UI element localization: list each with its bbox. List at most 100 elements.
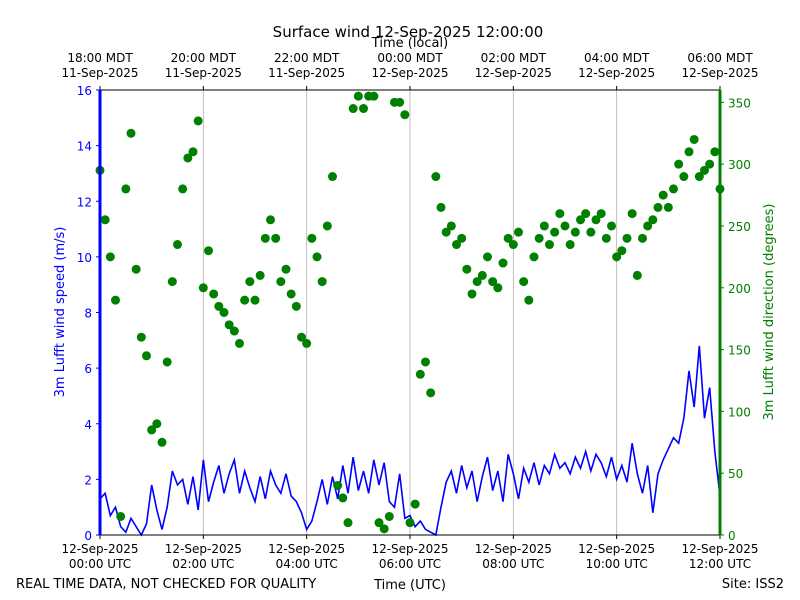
y2-tick-label: 0 — [728, 529, 736, 543]
direction-point — [359, 104, 368, 114]
tick-label-line: 12-Sep-2025 — [578, 542, 655, 556]
direction-point — [255, 270, 265, 280]
direction-point — [638, 233, 647, 243]
y-tick-label: 10 — [77, 251, 92, 265]
direction-point — [627, 209, 637, 219]
x2-tick-label: 22:00 MDT 11-Sep-2025 — [268, 51, 345, 80]
y2-tick-label: 50 — [728, 467, 743, 481]
direction-point — [162, 357, 172, 367]
direction-point — [312, 252, 322, 262]
direction-point — [617, 246, 627, 256]
direction-point — [410, 499, 420, 509]
direction-point — [550, 227, 560, 237]
y2-tick-label: 100 — [728, 405, 751, 419]
direction-point — [379, 524, 389, 534]
direction-point — [260, 233, 270, 243]
direction-point — [632, 270, 642, 280]
y-tick-label: 4 — [84, 418, 92, 432]
x2-tick-label: 20:00 MDT 11-Sep-2025 — [165, 51, 242, 80]
direction-point — [658, 190, 668, 200]
x2-tick-label: 00:00 MDT 12-Sep-2025 — [371, 51, 448, 80]
direction-point — [457, 233, 467, 243]
direction-point — [209, 289, 219, 299]
direction-point — [167, 277, 177, 287]
y2-tick-label: 250 — [728, 220, 751, 234]
tick-label-line: 00:00 MDT — [377, 51, 443, 65]
direction-point — [524, 295, 534, 305]
y-tick-label: 16 — [77, 84, 92, 98]
tick-label-line: 12-Sep-2025 — [371, 542, 448, 556]
direction-point — [576, 215, 585, 225]
tick-label-line: 12-Sep-2025 — [681, 542, 758, 556]
tick-label-line: 02:00 MDT — [481, 51, 547, 65]
y-tick-label: 0 — [84, 529, 92, 543]
direction-point — [508, 240, 518, 250]
footnote-left: REAL TIME DATA, NOT CHECKED FOR QUALITY — [16, 577, 316, 592]
y2-tick-label: 150 — [728, 344, 751, 358]
tick-label-line: 12-Sep-2025 — [268, 542, 345, 556]
tick-label-line: 12-Sep-2025 — [61, 542, 138, 556]
footnote-right: Site: ISS2 — [722, 577, 784, 592]
direction-point — [601, 233, 611, 243]
y-tick-label: 14 — [77, 140, 92, 154]
direction-point — [105, 252, 115, 262]
y-tick-label: 2 — [84, 473, 92, 487]
y-axis-label: 3m Lufft wind speed (m/s) — [53, 227, 68, 398]
tick-label-line: 12-Sep-2025 — [578, 66, 655, 80]
direction-point — [235, 338, 244, 348]
direction-point — [710, 147, 720, 157]
direction-point — [529, 252, 539, 262]
direction-point — [462, 264, 472, 274]
direction-point — [534, 233, 544, 243]
y2-tick-label: 200 — [728, 282, 751, 296]
direction-point — [684, 147, 694, 157]
x-tick-label: 12-Sep-2025 00:00 UTC — [61, 542, 138, 571]
direction-point — [395, 97, 405, 107]
direction-point — [193, 116, 203, 126]
x2-tick-label: 02:00 MDT 12-Sep-2025 — [475, 51, 552, 80]
direction-point — [607, 221, 616, 231]
tick-label-line: 02:00 UTC — [172, 557, 234, 571]
direction-point — [498, 258, 508, 268]
x-tick-label: 12-Sep-2025 06:00 UTC — [371, 542, 448, 571]
direction-point — [431, 172, 441, 182]
direction-point — [276, 277, 286, 287]
direction-point — [116, 511, 126, 521]
direction-point — [441, 227, 451, 237]
direction-point — [421, 357, 430, 367]
direction-point — [173, 240, 182, 250]
direction-point — [281, 264, 291, 274]
direction-point — [503, 233, 513, 243]
y2-tick-label: 300 — [728, 158, 751, 172]
direction-point — [224, 320, 234, 330]
direction-point — [612, 252, 622, 262]
x2-tick-label: 04:00 MDT 12-Sep-2025 — [578, 51, 655, 80]
x-tick-label: 12-Sep-2025 08:00 UTC — [475, 542, 552, 571]
direction-point — [338, 493, 348, 503]
tick-label-line: 22:00 MDT — [274, 51, 340, 65]
direction-point — [198, 283, 208, 293]
direction-point — [374, 518, 384, 528]
y-tick-label: 8 — [84, 307, 92, 321]
direction-point — [581, 209, 591, 219]
tick-label-line: 12:00 UTC — [689, 557, 751, 571]
direction-point — [405, 518, 415, 528]
tick-label-line: 11-Sep-2025 — [165, 66, 242, 80]
direction-point — [477, 270, 487, 280]
tick-label-line: 12-Sep-2025 — [681, 66, 758, 80]
direction-point — [467, 289, 477, 299]
direction-point — [669, 184, 678, 194]
direction-point — [126, 128, 136, 138]
direction-point — [400, 110, 410, 120]
x-tick-label: 12-Sep-2025 12:00 UTC — [681, 542, 758, 571]
direction-point — [539, 221, 549, 231]
tick-label-line: 00:00 UTC — [69, 557, 131, 571]
tick-label-line: 11-Sep-2025 — [268, 66, 345, 80]
direction-point — [493, 283, 503, 293]
direction-point — [700, 165, 709, 175]
x2-tick-label: 06:00 MDT 12-Sep-2025 — [681, 51, 758, 80]
direction-point — [452, 240, 461, 250]
tick-label-line: 06:00 UTC — [379, 557, 441, 571]
direction-point — [250, 295, 260, 305]
